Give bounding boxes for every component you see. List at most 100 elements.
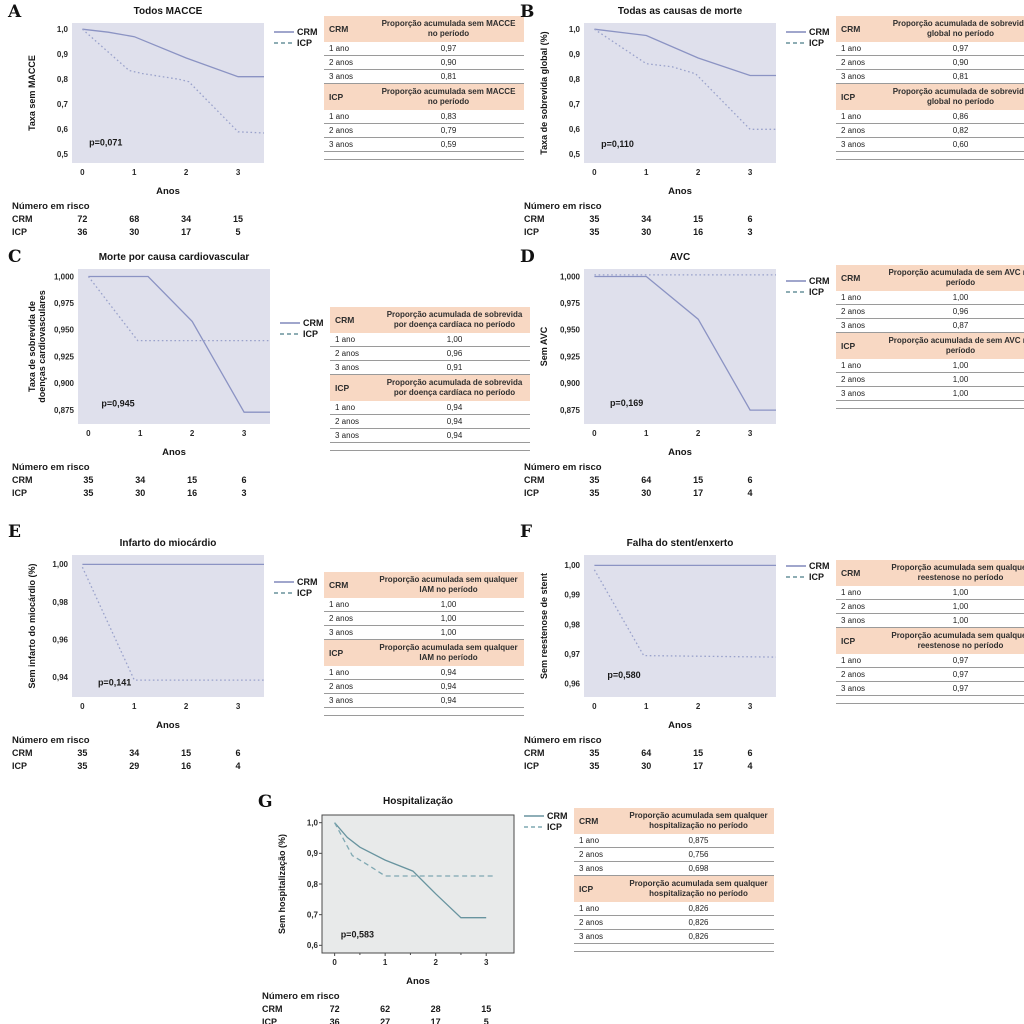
table-header-text: Proporção acumulada de sobrevida por doe… bbox=[386, 378, 523, 397]
risk-row-label: ICP bbox=[12, 761, 28, 771]
table-footer-line bbox=[324, 708, 524, 716]
panel-content: Falha do stent/enxerto Sem reestenose de … bbox=[524, 524, 1024, 774]
row-value: 0,97 bbox=[952, 44, 969, 53]
figure-row-1: A Todos MACCE Taxa sem MACCE 1,0 0,9 0,8 0,7 0,… bbox=[0, 0, 1024, 245]
y-tick-label: 0,94 bbox=[52, 673, 68, 682]
legend-label: ICP bbox=[297, 37, 313, 48]
legend-item-icp: ICP bbox=[786, 286, 832, 297]
risk-title: Número em risco bbox=[524, 735, 602, 746]
y-tick-label: 0,96 bbox=[564, 679, 580, 688]
risk-row-label: CRM bbox=[524, 214, 545, 224]
plot-column: AVC Sem AVC 1,000 0,975 0,950 0,925 0,900 0,875… bbox=[524, 249, 784, 501]
table-header-crm: CRM Proporção acumulada sem qualquer hosp… bbox=[574, 808, 774, 834]
summary-table: CRM Proporção acumulada de sobrevida glob… bbox=[836, 16, 1024, 160]
risk-row: CRM 35 64 15 6 bbox=[524, 748, 784, 761]
y-tick-label: 0,925 bbox=[560, 352, 581, 361]
y-tick-label: 1,0 bbox=[57, 25, 69, 34]
number-at-risk-table: Número em risco CRM 35 64 15 6 ICP 35 30 17 4 bbox=[524, 735, 784, 774]
legend-item-crm: CRM bbox=[786, 560, 832, 571]
row-period-label: 2 anos bbox=[329, 126, 354, 135]
risk-value: 16 bbox=[187, 488, 198, 498]
legend: CRM ICP bbox=[280, 317, 326, 339]
table-row: 3 anos 0,97 bbox=[836, 682, 1024, 696]
risk-value: 6 bbox=[747, 214, 753, 224]
row-period-label: 3 anos bbox=[841, 72, 866, 81]
table-header-text: Proporção acumulada de sobrevida por doe… bbox=[386, 310, 523, 329]
y-tick-label: 0,9 bbox=[569, 50, 581, 59]
legend-label: ICP bbox=[547, 821, 563, 832]
legend-label: CRM bbox=[297, 576, 318, 587]
row-value: 1,00 bbox=[952, 389, 969, 398]
risk-row: CRM 72 62 28 15 bbox=[262, 1004, 522, 1017]
table-row: 2 anos 0,97 bbox=[836, 668, 1024, 682]
row-value: 0,875 bbox=[688, 836, 709, 845]
table-header-crm: CRM Proporção acumulada de sobrevida por … bbox=[330, 307, 530, 333]
row-period-label: 2 anos bbox=[335, 349, 360, 358]
icp-curve bbox=[87, 276, 270, 342]
x-tick-label: 3 bbox=[484, 958, 489, 967]
risk-value: 16 bbox=[693, 227, 704, 237]
row-period-label: 2 anos bbox=[329, 58, 354, 67]
number-at-risk-table: Número em risco CRM 72 68 34 15 ICP 36 30 17 5 bbox=[12, 201, 272, 240]
table-header-text: Proporção acumulada sem qualquer hospita… bbox=[629, 811, 768, 830]
row-value: 0,86 bbox=[952, 112, 969, 121]
number-at-risk-table: Número em risco CRM 35 64 15 6 ICP 35 30 17 4 bbox=[524, 462, 784, 501]
x-tick-label: 2 bbox=[184, 702, 189, 711]
crm-curve bbox=[334, 822, 487, 919]
table-row: 2 anos 0,82 bbox=[836, 124, 1024, 138]
row-period-label: 3 anos bbox=[579, 932, 604, 941]
row-period-label: 1 ano bbox=[841, 112, 862, 121]
panel-a: A Todos MACCE Taxa sem MACCE 1,0 0,9 0,8 0,7 0,… bbox=[0, 0, 524, 240]
row-value: 1,00 bbox=[440, 600, 457, 609]
x-tick-label: 2 bbox=[696, 168, 701, 177]
plot-column: Todas as causas de morte Taxa de sobrevid… bbox=[524, 4, 784, 240]
y-tick-label: 0,7 bbox=[57, 100, 69, 109]
plot-title: Infarto do miocárdio bbox=[119, 538, 217, 549]
panel-content: Infarto do miocárdio Sem infarto do miocá… bbox=[12, 524, 524, 774]
legend: CRM ICP bbox=[786, 26, 832, 48]
risk-value: 35 bbox=[589, 748, 600, 758]
table-header-text: Proporção acumulada sem qualquer IAM no … bbox=[379, 643, 518, 662]
y-tick-label: 0,5 bbox=[57, 150, 69, 159]
y-axis-label: Sem reestenose de stent bbox=[539, 573, 549, 679]
table-row: 1 ano 0,94 bbox=[324, 666, 524, 680]
row-period-label: 2 anos bbox=[841, 58, 866, 67]
row-period-label: 2 anos bbox=[329, 682, 354, 691]
plot-column: Falha do stent/enxerto Sem reestenose de … bbox=[524, 524, 784, 774]
y-tick-label: 0,98 bbox=[52, 598, 68, 607]
row-period-label: 1 ano bbox=[329, 600, 350, 609]
row-period-label: 2 anos bbox=[841, 670, 866, 679]
risk-value: 30 bbox=[129, 227, 140, 237]
risk-value: 4 bbox=[747, 488, 753, 498]
y-tick-label: 0,6 bbox=[569, 125, 581, 134]
figure-row-3: E Infarto do miocárdio Sem infarto do mioc… bbox=[0, 520, 1024, 790]
row-period-label: 1 ano bbox=[329, 44, 350, 53]
icp-curve bbox=[334, 822, 494, 877]
row-period-label: 2 anos bbox=[841, 307, 866, 316]
table-header-icp: ICP Proporção acumulada sem qualquer hosp… bbox=[574, 876, 774, 902]
risk-row: ICP 35 30 17 4 bbox=[524, 488, 784, 501]
row-period-label: 1 ano bbox=[841, 44, 862, 53]
risk-value: 3 bbox=[747, 227, 753, 237]
table-row: 1 ano 0,97 bbox=[324, 42, 524, 56]
y-axis-label: Taxa sem MACCE bbox=[27, 55, 37, 131]
x-tick-label: 1 bbox=[644, 168, 649, 177]
legend-line-icp-icon bbox=[274, 591, 294, 594]
panel-content: Todos MACCE Taxa sem MACCE 1,0 0,9 0,8 0,7 0,6… bbox=[12, 4, 524, 240]
risk-value: 28 bbox=[430, 1004, 441, 1014]
table-row: 1 ano 0,875 bbox=[574, 834, 774, 848]
table-header-group-label: CRM bbox=[841, 568, 861, 578]
legend-item-icp: ICP bbox=[274, 37, 320, 48]
panel-letter: G bbox=[258, 792, 273, 812]
table-header-text: Proporção acumulada de sem AVC no períod… bbox=[888, 336, 1024, 355]
risk-value: 35 bbox=[589, 214, 600, 224]
y-axis-label: Taxa de sobrevida global (%) bbox=[539, 31, 549, 154]
row-value: 1,00 bbox=[952, 588, 969, 597]
figure-row-2: C Morte por causa cardiovascular Taxa de s… bbox=[0, 245, 1024, 520]
risk-value: 6 bbox=[747, 748, 753, 758]
panel-content: Morte por causa cardiovascular Taxa de so… bbox=[12, 249, 530, 501]
table-row: 3 anos 0,60 bbox=[836, 138, 1024, 152]
table-row: 1 ano 1,00 bbox=[836, 291, 1024, 305]
risk-value: 5 bbox=[483, 1017, 489, 1024]
risk-value: 36 bbox=[329, 1017, 340, 1024]
